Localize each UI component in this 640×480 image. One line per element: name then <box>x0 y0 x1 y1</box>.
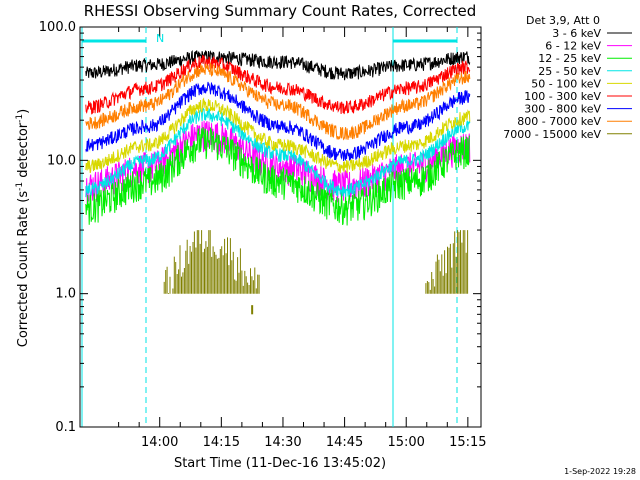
legend-label: 100 - 300 keV <box>524 90 601 103</box>
series-line <box>85 120 471 206</box>
legend-label: 6 - 12 keV <box>545 40 601 53</box>
y-axis-label-sup1: -1 <box>15 182 25 191</box>
x-tick-label: 15:15 <box>449 435 486 450</box>
y-tick-label: 0.1 <box>55 420 76 435</box>
chart-title: RHESSI Observing Summary Count Rates, Co… <box>84 2 477 20</box>
x-axis-label: Start Time (11-Dec-16 13:45:02) <box>174 456 386 471</box>
y-axis-label-sup2: -1 <box>15 114 25 123</box>
series-line <box>85 97 471 174</box>
series-line <box>85 107 471 198</box>
x-tick-label: 14:00 <box>141 435 178 450</box>
series-line <box>85 81 471 162</box>
legend-label: 800 - 7000 keV <box>517 115 601 128</box>
legend-label: 50 - 100 keV <box>531 77 601 90</box>
series-7000to15000keV <box>163 230 469 315</box>
series-line <box>163 230 469 294</box>
y-tick-label: 1.0 <box>55 287 76 302</box>
series-line <box>85 55 471 115</box>
axis-ticks: 0.1 1.0 10.0 100.0 14:00 14:15 14:30 14:45 15:00… <box>39 20 487 450</box>
series-layer <box>85 49 471 315</box>
x-tick-label: 15:00 <box>387 435 424 450</box>
y-axis-label-mid: detector <box>16 122 31 182</box>
series-line <box>85 49 471 81</box>
y-tick-label: 100.0 <box>39 20 76 35</box>
legend-title: Det 3,9, Att 0 <box>526 14 600 27</box>
night-marker-label: N <box>156 32 164 45</box>
series-25to50keV <box>85 107 471 198</box>
series-50to100keV <box>85 97 471 174</box>
plot-frame <box>79 26 482 428</box>
legend-label: 25 - 50 keV <box>538 65 601 78</box>
series-line <box>85 62 471 141</box>
series-3to6keV <box>85 49 471 81</box>
x-tick-label: 14:45 <box>326 435 363 450</box>
series-line <box>85 126 471 226</box>
y-tick-label: 10.0 <box>47 153 76 168</box>
series-300to800keV <box>85 81 471 162</box>
series-12to25keV <box>85 126 471 226</box>
legend-label: 7000 - 15000 keV <box>503 128 601 141</box>
y-axis-label: Corrected Count Rate (s-1 detector-1) <box>15 109 31 347</box>
footer-date: 1-Sep-2022 19:28 <box>564 467 636 476</box>
legend-label: 3 - 6 keV <box>552 27 601 40</box>
legend-label: 300 - 800 keV <box>524 103 601 116</box>
series-800to7000keV <box>85 62 471 141</box>
y-axis-label-end: ) <box>16 109 31 114</box>
legend-label: 12 - 25 keV <box>538 52 601 65</box>
x-tick-label: 14:30 <box>264 435 301 450</box>
series-100to300keV <box>85 55 471 115</box>
x-tick-label: 14:15 <box>203 435 240 450</box>
plot-area <box>79 26 482 428</box>
y-axis-label-main: Corrected Count Rate (s <box>16 191 31 348</box>
series-6to12keV <box>85 120 471 206</box>
